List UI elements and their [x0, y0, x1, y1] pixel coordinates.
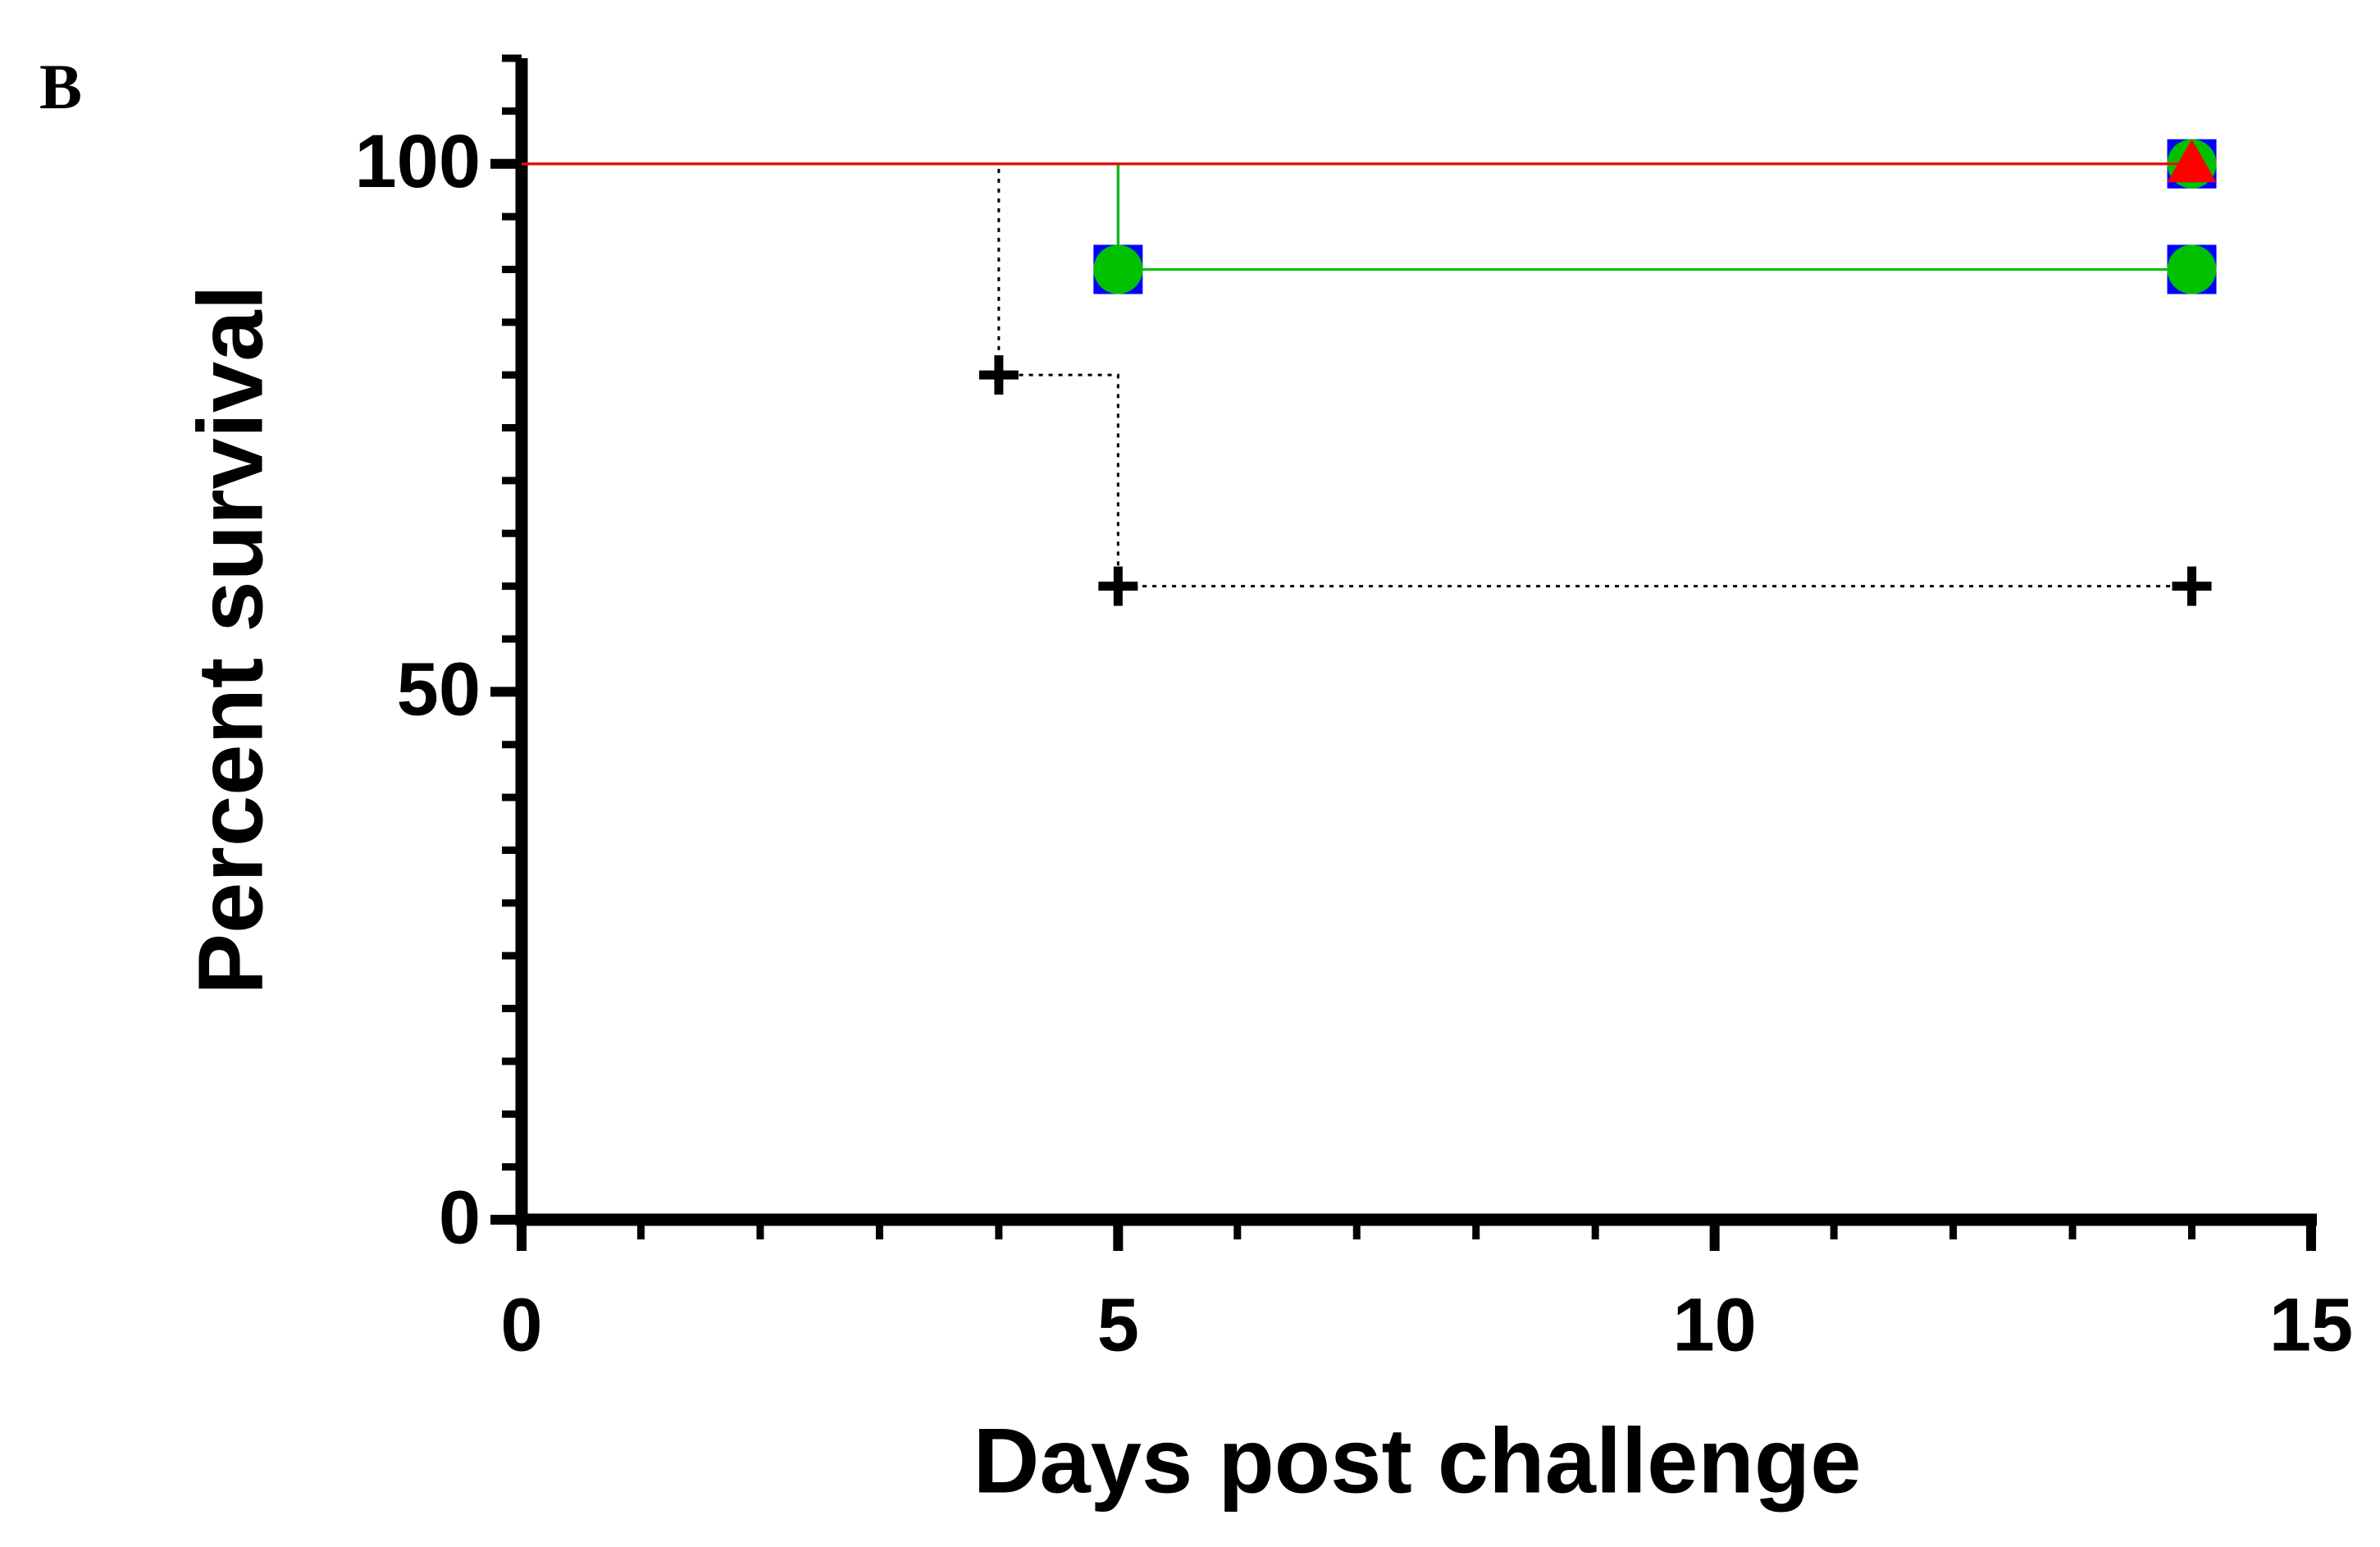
x-tick-label: 10: [1672, 1283, 1756, 1367]
y-axis-title: Percent survival: [180, 285, 282, 994]
x-tick-label: 5: [1097, 1283, 1139, 1367]
panel-label: B: [39, 51, 82, 122]
marker: [1098, 566, 1138, 606]
x-axis-title: Days post challenge: [973, 1410, 1861, 1513]
x-tick-label: 15: [2269, 1283, 2353, 1367]
y-tick-label: 50: [397, 648, 481, 732]
survival-line: [522, 162, 2192, 271]
y-tick-label: 100: [355, 120, 481, 203]
marker: [2172, 566, 2212, 606]
survival-line: [522, 162, 2192, 588]
y-tick-label: 0: [439, 1175, 481, 1259]
marker: [2167, 244, 2217, 294]
marker: [978, 355, 1019, 395]
x-tick-label: 0: [500, 1283, 542, 1367]
survival-line: [522, 162, 2192, 271]
marker: [1093, 244, 1143, 294]
marker: [2167, 139, 2217, 183]
